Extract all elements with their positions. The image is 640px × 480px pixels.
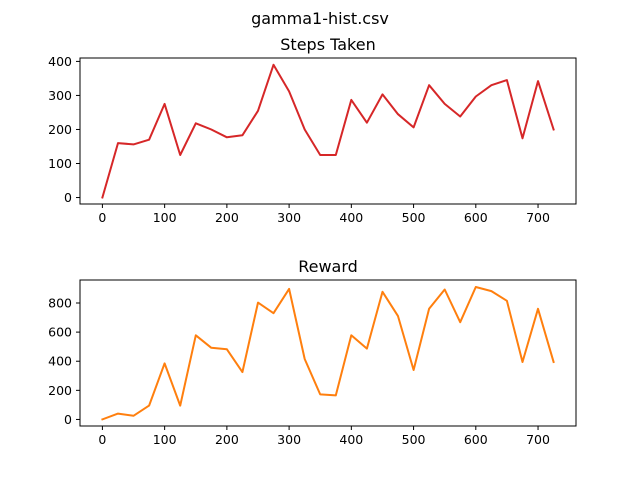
reward-point	[148, 405, 150, 407]
x-tick-label: 400	[339, 210, 363, 225]
reward-point	[506, 300, 508, 302]
steps-taken-line	[101, 63, 555, 199]
steps-taken-point	[350, 99, 352, 101]
reward-point	[553, 361, 555, 363]
reward-point	[288, 288, 290, 290]
reward-point	[101, 418, 103, 420]
reward-point	[226, 348, 228, 350]
y-tick-label: 200	[48, 122, 72, 137]
reward-point	[366, 348, 368, 350]
steps-taken-point	[537, 80, 539, 82]
steps-taken-point	[133, 143, 135, 145]
axes-frame	[79, 57, 577, 205]
axis-ticks: 0 100 200 300 400 500 600 700 0 100 200 300 400	[48, 54, 550, 225]
x-tick-label: 200	[215, 210, 239, 225]
x-tick-label: 0	[98, 210, 106, 225]
y-tick-label: 100	[48, 156, 72, 171]
steps-taken-point	[319, 154, 321, 156]
reward-point	[382, 291, 384, 293]
steps-taken-point	[522, 137, 524, 139]
steps-taken-point	[179, 154, 181, 156]
steps-taken-chart: Steps Taken 0 100 200 300 400 500 600 700 0 100 20…	[48, 35, 577, 225]
reward-point	[117, 413, 119, 415]
steps-taken-point	[288, 90, 290, 92]
x-tick-label: 500	[402, 432, 426, 447]
x-tick-label: 700	[526, 210, 550, 225]
steps-taken-point	[459, 116, 461, 118]
reward-point	[319, 393, 321, 395]
steps-taken-point	[226, 136, 228, 138]
steps-taken-point	[444, 103, 446, 105]
steps-taken-point	[164, 103, 166, 105]
chart-title: Steps Taken	[280, 35, 375, 54]
x-tick-label: 100	[153, 432, 177, 447]
x-tick-label: 0	[98, 432, 106, 447]
x-tick-label: 100	[153, 210, 177, 225]
y-tick-label: 800	[48, 295, 72, 310]
steps-taken-point	[257, 110, 259, 112]
reward-point	[537, 308, 539, 310]
reward-point	[210, 347, 212, 349]
steps-taken-point	[117, 142, 119, 144]
steps-taken-point	[475, 96, 477, 98]
steps-taken-point	[428, 84, 430, 86]
reward-chart: Reward 0 100 200 300 400 500 600 700 0 200 400 600 8…	[48, 257, 577, 447]
y-tick-label: 600	[48, 325, 72, 340]
reward-point	[273, 312, 275, 314]
chart-title: Reward	[298, 257, 358, 276]
figure-suptitle: gamma1-hist.csv	[251, 9, 389, 28]
y-tick-label: 0	[64, 412, 72, 427]
steps-taken-point	[490, 84, 492, 86]
steps-taken-point	[382, 93, 384, 95]
reward-point	[428, 308, 430, 310]
reward-point	[257, 302, 259, 304]
steps-taken-point	[397, 113, 399, 115]
x-tick-label: 600	[464, 432, 488, 447]
steps-taken-point	[413, 126, 415, 128]
x-tick-label: 200	[215, 432, 239, 447]
x-tick-label: 400	[339, 432, 363, 447]
reward-point	[350, 334, 352, 336]
reward-point	[444, 289, 446, 291]
y-tick-label: 300	[48, 88, 72, 103]
steps-taken-point	[335, 154, 337, 156]
steps-taken-point	[241, 134, 243, 136]
steps-taken-point	[304, 129, 306, 131]
reward-point	[164, 362, 166, 364]
reward-point	[522, 361, 524, 363]
axes-frame	[79, 279, 577, 427]
y-tick-label: 0	[64, 190, 72, 205]
x-tick-label: 700	[526, 432, 550, 447]
reward-point	[459, 321, 461, 323]
steps-taken-point	[210, 129, 212, 131]
reward-point	[397, 315, 399, 317]
x-tick-label: 500	[402, 210, 426, 225]
steps-taken-point	[101, 197, 103, 199]
steps-taken-point	[148, 139, 150, 141]
y-tick-label: 400	[48, 54, 72, 69]
reward-point	[133, 415, 135, 417]
reward-point	[195, 334, 197, 336]
reward-point	[179, 405, 181, 407]
y-tick-label: 400	[48, 354, 72, 369]
y-tick-label: 200	[48, 383, 72, 398]
reward-point	[335, 394, 337, 396]
x-tick-label: 300	[277, 210, 301, 225]
steps-taken-point	[553, 129, 555, 131]
reward-point	[490, 290, 492, 292]
x-tick-label: 300	[277, 432, 301, 447]
x-tick-label: 600	[464, 210, 488, 225]
reward-point	[241, 371, 243, 373]
steps-taken-point	[506, 79, 508, 81]
steps-taken-point	[273, 64, 275, 66]
reward-point	[413, 369, 415, 371]
reward-point	[475, 286, 477, 288]
steps-taken-point	[195, 122, 197, 124]
reward-point	[304, 358, 306, 360]
axis-ticks: 0 100 200 300 400 500 600 700 0 200 400 600 800	[48, 295, 550, 447]
steps-taken-point	[366, 122, 368, 124]
reward-line	[101, 286, 555, 421]
